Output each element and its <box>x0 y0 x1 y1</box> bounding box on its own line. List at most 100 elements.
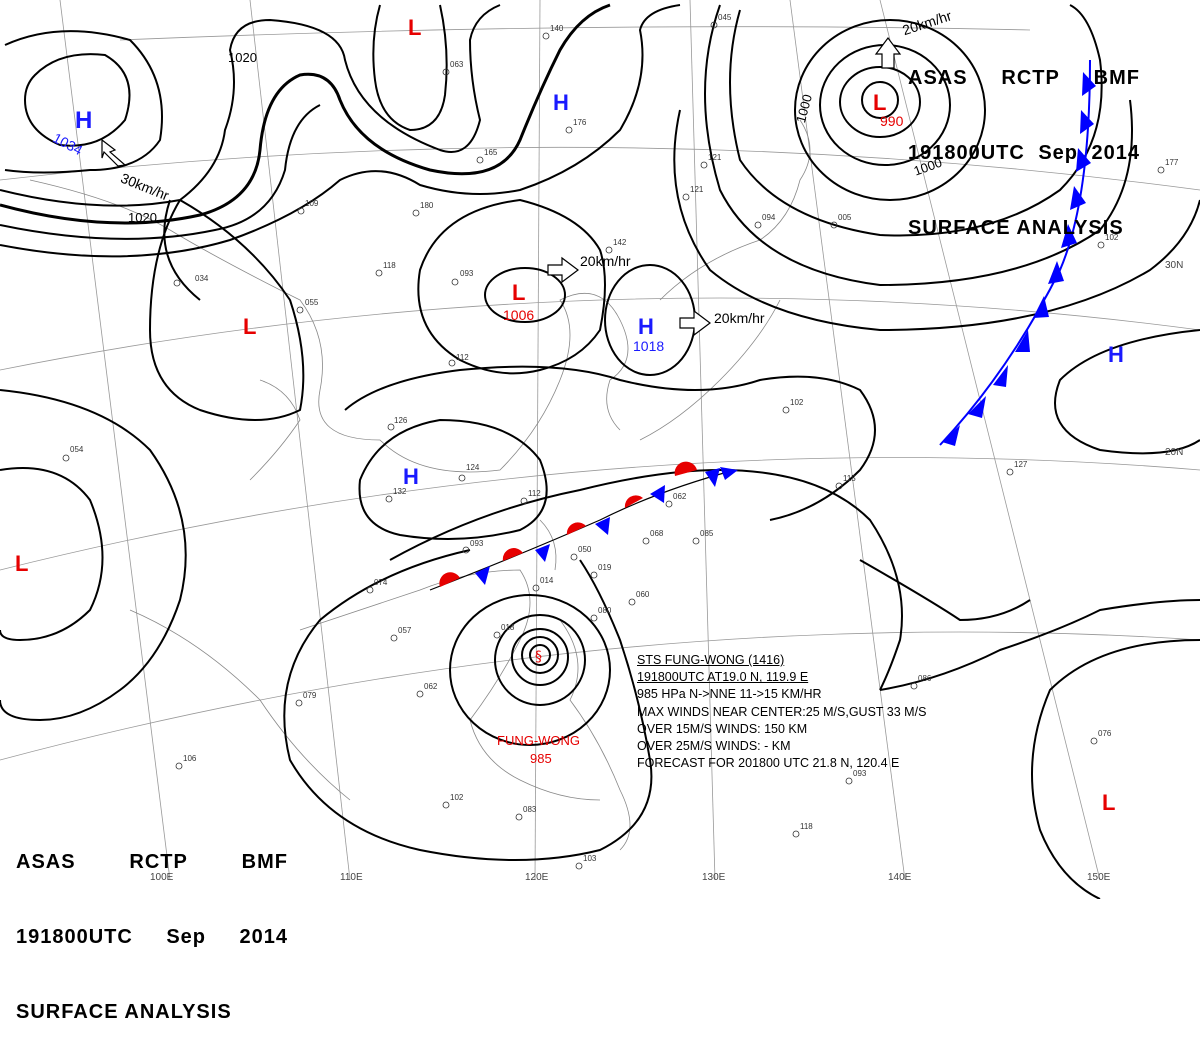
pressure-center-H: H <box>638 314 654 339</box>
pressure-center-H: H <box>553 90 569 115</box>
station-label: 118 <box>800 822 813 831</box>
station-label: 140 <box>550 24 564 33</box>
station-label: 094 <box>762 213 776 222</box>
pressure-center-H: H <box>75 107 92 134</box>
header-agency: ASAS <box>16 851 76 873</box>
station-label: 124 <box>466 463 480 472</box>
station-label: 093 <box>470 539 484 548</box>
pressure-center-L: L <box>243 314 256 339</box>
typhoon-name: FUNG-WONG <box>497 733 580 748</box>
station-label: 062 <box>673 492 687 501</box>
station-label: 085 <box>700 529 714 538</box>
station-label: 063 <box>450 60 464 69</box>
header-office: BMF <box>1093 67 1140 89</box>
header-title: SURFACE ANALYSIS <box>16 1001 232 1023</box>
station-label: 176 <box>573 118 587 127</box>
station-label: 055 <box>305 298 319 307</box>
pressure-center-L: L <box>873 90 886 115</box>
station-label: 080 <box>598 606 612 615</box>
station-label: 102 <box>1105 233 1119 242</box>
pressure-center-L: L <box>512 280 525 305</box>
station-label: 086 <box>918 674 932 683</box>
station-label: 121 <box>690 185 704 194</box>
latitude-grid <box>0 26 1200 761</box>
isobar-label: 1000 <box>793 93 815 125</box>
station-label: 019 <box>598 563 612 572</box>
station-label: 093 <box>853 769 867 778</box>
latitude-label: 20N <box>1165 447 1183 458</box>
bulletin-line: 191800UTC AT19.0 N, 119.9 E <box>637 670 809 685</box>
station-label: 102 <box>450 793 464 802</box>
bulletin-line: OVER 25M/S WINDS: - KM <box>637 738 791 753</box>
pressure-center-L: L <box>15 551 28 576</box>
station-label: 165 <box>484 148 498 157</box>
station-label: 112 <box>528 489 541 498</box>
pressure-center-L: L <box>1102 790 1115 815</box>
station-label: 102 <box>790 398 804 407</box>
station-label: 177 <box>1165 158 1179 167</box>
station-label: 068 <box>650 529 664 538</box>
motion-label: 20km/hr <box>580 253 631 269</box>
station-label: 115 <box>843 474 856 483</box>
pressure-center-L: L <box>408 15 421 40</box>
station-label: 045 <box>718 13 732 22</box>
station-label: 074 <box>374 578 388 587</box>
header-office: BMF <box>241 851 288 873</box>
pressure-center-H: H <box>403 464 419 489</box>
isobar-labels: 1020 1020 1000 1000 <box>128 50 944 225</box>
longitude-label: 140E <box>888 872 912 883</box>
station-label: 121 <box>708 153 722 162</box>
isobars <box>0 3 1200 899</box>
station-label: 076 <box>1098 729 1112 738</box>
cold-front-east <box>939 59 1096 446</box>
bulletin-line: STS FUNG-WONG (1416) <box>637 653 785 667</box>
station-label: 109 <box>305 199 319 208</box>
header-datetime: 191800UTC <box>16 926 133 948</box>
graticule-labels: 30N 20N 100E 110E 120E 130E 140E 150E <box>150 260 1183 883</box>
station-label: 093 <box>460 269 474 278</box>
header-bottom-left: ASAS RCTP BMF 191800UTC Sep 2014 SURFACE… <box>16 800 288 1050</box>
header-code: RCTP <box>129 851 188 873</box>
isobar-label: 1020 <box>128 210 157 225</box>
longitude-grid <box>59 0 1101 881</box>
bulletin-line: MAX WINDS NEAR CENTER:25 M/S,GUST 33 M/S <box>637 704 927 719</box>
station-label: 112 <box>456 353 469 362</box>
longitude-label: 120E <box>525 872 549 883</box>
header-code: RCTP <box>1001 67 1060 89</box>
header-year: 2014 <box>239 926 288 948</box>
station-label: 060 <box>636 590 650 599</box>
isobar-label: 1020 <box>228 50 257 65</box>
stationary-front <box>429 461 738 591</box>
station-label: 054 <box>70 445 84 454</box>
header-month: Sep <box>166 926 207 948</box>
station-label: 050 <box>578 545 592 554</box>
header-agency: ASAS <box>908 67 968 89</box>
station-label: 079 <box>303 691 317 700</box>
typhoon-symbol: § <box>535 649 542 665</box>
typhoon-pressure: 985 <box>530 751 552 766</box>
typhoon-bulletin: STS FUNG-WONG (1416) 191800UTC AT19.0 N,… <box>637 652 967 772</box>
station-label: 083 <box>523 805 537 814</box>
longitude-label: 150E <box>1087 872 1111 883</box>
pressure-center-value: 1018 <box>633 338 664 354</box>
typhoon-marker: § FUNG-WONG 985 <box>497 649 580 766</box>
longitude-label: 130E <box>702 872 726 883</box>
bulletin-line: OVER 15M/S WINDS: 150 KM <box>637 721 808 736</box>
motion-label: 20km/hr <box>714 310 765 326</box>
station-label: 018 <box>501 623 515 632</box>
header-year: 2014 <box>1091 142 1140 164</box>
station-plots: 054 034 055 093 112 126 124 132 112 093 … <box>62 13 1179 870</box>
station-label: 034 <box>195 274 209 283</box>
longitude-label: 100E <box>150 872 174 883</box>
bulletin-line: 985 HPa N->NNE 11->15 KM/HR <box>637 687 822 702</box>
station-label: 106 <box>183 754 197 763</box>
header-datetime: 191800UTC <box>908 142 1025 164</box>
station-label: 062 <box>424 682 438 691</box>
station-label: 126 <box>394 416 408 425</box>
pressure-center-H: H <box>1108 342 1124 367</box>
motion-arrows <box>101 37 902 337</box>
header-month: Sep <box>1038 142 1079 164</box>
bulletin-line: FORECAST FOR 201800 UTC 21.8 N, 120.4 E <box>637 756 900 771</box>
motion-label: 30km/hr <box>118 170 171 204</box>
station-label: 132 <box>393 487 407 496</box>
